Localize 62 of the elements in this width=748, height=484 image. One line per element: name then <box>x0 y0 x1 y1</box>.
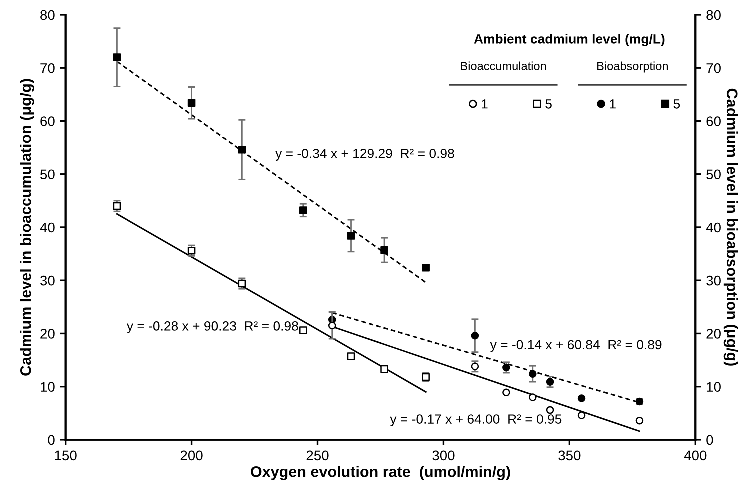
point <box>380 246 388 254</box>
point <box>238 146 246 154</box>
y2-axis-title: Cadmium level in bioabsorption (μg/g) <box>724 88 738 366</box>
y2-tick-label: 0 <box>706 435 714 446</box>
y2-tick-label: 80 <box>706 10 721 20</box>
y2-tick-label: 70 <box>706 63 721 74</box>
legend-label: 1 <box>482 100 488 109</box>
point <box>300 326 308 334</box>
point <box>529 370 537 378</box>
x-tick-label: 250 <box>306 450 329 461</box>
y-tick-label: 50 <box>40 170 55 180</box>
legend-label: 1 <box>610 100 616 109</box>
y2-tick-label: 30 <box>706 276 721 286</box>
x-tick-label: 200 <box>180 450 203 461</box>
point <box>347 232 356 240</box>
y2-tick-label: 20 <box>706 329 721 339</box>
x-axis-title: Oxygen evolution rate (umol/min/g) <box>251 466 510 480</box>
y-tick-label: 0 <box>48 435 55 446</box>
point <box>380 365 388 374</box>
annotation: y = -0.17 x + 64.00 R² = 0.95 <box>390 414 562 427</box>
y-tick-label: 30 <box>40 276 55 286</box>
point <box>546 406 554 414</box>
point <box>471 332 480 340</box>
x-tick-label: 400 <box>684 450 707 461</box>
point <box>238 280 246 288</box>
point <box>636 416 644 425</box>
y-tick-label: 10 <box>41 382 55 392</box>
point <box>188 99 196 108</box>
annotation: Bioabsorption <box>598 62 668 73</box>
point <box>113 54 122 62</box>
x-tick-label: 150 <box>55 450 77 461</box>
point <box>578 394 586 402</box>
point <box>546 378 554 386</box>
y-tick-label: 40 <box>40 222 55 233</box>
x-tick-label: 350 <box>558 450 581 461</box>
annotation: y = -0.14 x + 60.84 R² = 0.89 <box>490 340 662 352</box>
y2-tick-label: 10 <box>707 382 721 392</box>
point <box>502 364 510 372</box>
y-tick-label: 70 <box>40 63 55 74</box>
point <box>422 264 430 272</box>
point <box>471 362 480 371</box>
x-tick-label: 300 <box>432 450 455 461</box>
annotation: y = -0.28 x + 90.23 R² = 0.98 <box>126 322 298 334</box>
point <box>347 352 356 360</box>
y-tick-label: 20 <box>40 329 55 339</box>
y2-tick-label: 40 <box>706 222 721 233</box>
point <box>529 394 537 402</box>
y2-tick-label: 50 <box>706 170 721 180</box>
y-axis-title: Cadmium level in bioaccumulation (μg/g) <box>20 79 34 376</box>
point <box>328 322 336 330</box>
point <box>188 246 196 255</box>
point <box>502 388 510 397</box>
legend-label: 5 <box>546 100 552 109</box>
point <box>113 202 122 210</box>
legend-label: 5 <box>674 100 680 109</box>
legend-title: Ambient cadmium level (mg/L) <box>474 34 665 46</box>
y-tick-label: 80 <box>40 10 55 20</box>
annotation: y = -0.34 x + 129.29 R² = 0.98 <box>276 149 454 161</box>
annotation: Bioaccumulation <box>461 62 546 70</box>
y2-tick-label: 60 <box>706 116 721 126</box>
y-tick-label: 60 <box>40 116 55 126</box>
point <box>300 206 308 214</box>
